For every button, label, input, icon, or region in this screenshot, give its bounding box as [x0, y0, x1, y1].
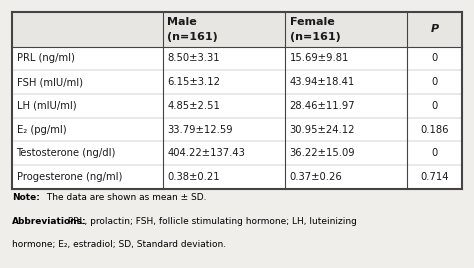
Text: 0: 0 [431, 101, 438, 111]
Text: 0.38±0.21: 0.38±0.21 [167, 172, 220, 182]
Text: 28.46±11.97: 28.46±11.97 [290, 101, 356, 111]
Text: 15.69±9.81: 15.69±9.81 [290, 53, 349, 64]
Text: (n=161): (n=161) [290, 32, 340, 42]
Text: Progesterone (ng/ml): Progesterone (ng/ml) [17, 172, 122, 182]
Text: 33.79±12.59: 33.79±12.59 [167, 125, 233, 135]
Text: LH (mIU/ml): LH (mIU/ml) [17, 101, 76, 111]
Text: The data are shown as mean ± SD.: The data are shown as mean ± SD. [44, 193, 207, 202]
Text: 0.714: 0.714 [420, 172, 449, 182]
Text: PRL, prolactin; FSH, follicle stimulating hormone; LH, luteinizing: PRL, prolactin; FSH, follicle stimulatin… [65, 217, 357, 226]
Text: 0: 0 [431, 53, 438, 64]
Text: 404.22±137.43: 404.22±137.43 [167, 148, 246, 158]
Text: Note:: Note: [12, 193, 40, 202]
Text: 0: 0 [431, 77, 438, 87]
Text: 6.15±3.12: 6.15±3.12 [167, 77, 220, 87]
Text: 0.37±0.26: 0.37±0.26 [290, 172, 342, 182]
Text: P: P [430, 24, 438, 34]
Text: 8.50±3.31: 8.50±3.31 [167, 53, 220, 64]
Text: (n=161): (n=161) [167, 32, 218, 42]
Text: 0: 0 [431, 148, 438, 158]
Text: 36.22±15.09: 36.22±15.09 [290, 148, 356, 158]
Text: PRL (ng/ml): PRL (ng/ml) [17, 53, 74, 64]
Text: 30.95±24.12: 30.95±24.12 [290, 125, 355, 135]
Text: Testosterone (ng/dl): Testosterone (ng/dl) [17, 148, 116, 158]
Bar [12, 12, 462, 47]
Text: Male: Male [167, 17, 197, 27]
Text: 4.85±2.51: 4.85±2.51 [167, 101, 220, 111]
Text: Female: Female [290, 17, 334, 27]
Text: hormone; E₂, estradiol; SD, Standard deviation.: hormone; E₂, estradiol; SD, Standard dev… [12, 240, 226, 249]
Bar [12, 47, 462, 189]
Text: Abbreviations:: Abbreviations: [12, 217, 86, 226]
Text: E₂ (pg/ml): E₂ (pg/ml) [17, 125, 66, 135]
Text: FSH (mIU/ml): FSH (mIU/ml) [17, 77, 82, 87]
Text: 43.94±18.41: 43.94±18.41 [290, 77, 355, 87]
Text: 0.186: 0.186 [420, 125, 449, 135]
